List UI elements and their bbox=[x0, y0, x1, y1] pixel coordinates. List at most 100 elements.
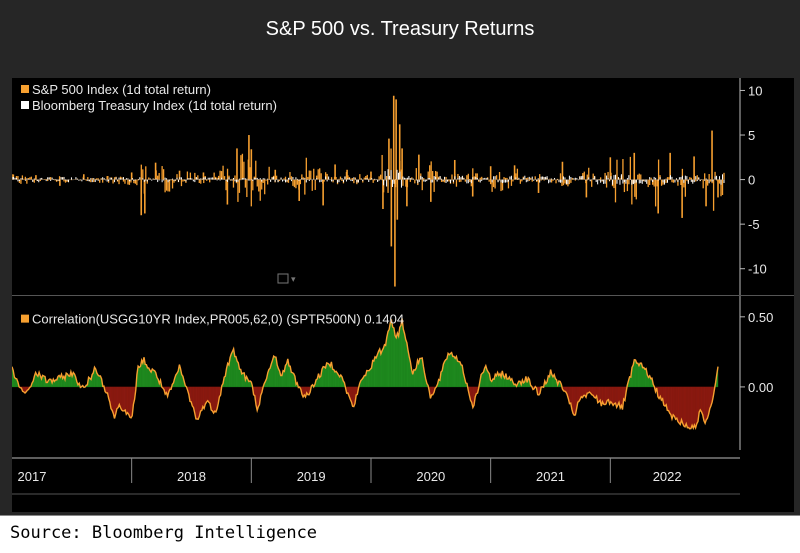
correlation-fill-segment bbox=[704, 386, 707, 424]
bottom-y-tick-label: 0.00 bbox=[748, 380, 773, 395]
correlation-fill-segment bbox=[231, 351, 233, 388]
correlation-fill-segment bbox=[451, 352, 453, 388]
legend-swatch bbox=[21, 85, 29, 93]
correlation-fill-segment bbox=[121, 386, 123, 412]
correlation-fill-segment bbox=[196, 386, 199, 420]
correlation-fill-segment bbox=[239, 369, 241, 388]
correlation-fill-segment bbox=[664, 386, 667, 407]
correlation-fill-segment bbox=[667, 386, 669, 411]
correlation-fill-segment bbox=[459, 361, 462, 388]
correlation-fill-segment bbox=[701, 386, 703, 415]
correlation-fill-segment bbox=[280, 375, 283, 388]
correlation-fill-segment bbox=[677, 386, 680, 424]
correlation-fill-segment bbox=[675, 386, 677, 420]
correlation-fill-segment bbox=[383, 344, 385, 388]
correlation-fill-segment bbox=[324, 366, 326, 388]
correlation-fill-segment bbox=[68, 375, 70, 388]
x-tick-label-2018: 2018 bbox=[177, 469, 206, 484]
correlation-fill-segment bbox=[384, 344, 386, 388]
correlation-fill-segment bbox=[291, 372, 293, 388]
correlation-fill-segment bbox=[387, 329, 390, 388]
correlation-fill-segment bbox=[693, 386, 695, 429]
correlation-fill-segment bbox=[457, 360, 459, 388]
correlation-fill-segment bbox=[370, 367, 372, 388]
correlation-fill-segment bbox=[122, 386, 125, 412]
correlation-fill-segment bbox=[676, 386, 679, 422]
correlation-fill-segment bbox=[420, 357, 423, 388]
correlation-fill-segment bbox=[583, 386, 585, 396]
correlation-fill-segment bbox=[127, 386, 129, 415]
correlation-fill-segment bbox=[405, 339, 408, 388]
correlation-fill-segment bbox=[106, 386, 108, 394]
correlation-fill-segment bbox=[327, 363, 330, 388]
correlation-fill-segment bbox=[444, 359, 446, 388]
chart-title: S&P 500 vs. Treasury Returns bbox=[265, 18, 535, 40]
correlation-fill-segment bbox=[55, 379, 57, 388]
source-note: Source: Bloomberg Intelligence bbox=[0, 515, 800, 553]
correlation-fill-segment bbox=[273, 355, 275, 388]
corr-legend-swatch bbox=[21, 314, 29, 323]
correlation-fill-segment bbox=[123, 386, 126, 412]
correlation-fill-segment bbox=[683, 386, 686, 428]
correlation-fill-segment bbox=[445, 358, 448, 388]
correlation-fill-segment bbox=[612, 386, 615, 406]
correlation-fill-segment bbox=[572, 386, 575, 416]
correlation-fill-segment bbox=[643, 367, 646, 388]
correlation-fill-segment bbox=[227, 362, 230, 388]
corr-legend-label: Correlation(USGG10YR Index,PR005,62,0) (… bbox=[32, 312, 404, 327]
correlation-fill-segment bbox=[681, 386, 683, 424]
x-tick-label-2019: 2019 bbox=[297, 469, 326, 484]
correlation-fill-segment bbox=[323, 366, 325, 388]
correlation-fill-segment bbox=[669, 386, 672, 416]
top-y-tick-label: 0 bbox=[748, 173, 755, 188]
correlation-fill-segment bbox=[116, 386, 119, 410]
correlation-fill-segment bbox=[368, 368, 371, 388]
correlation-fill-segment bbox=[376, 354, 378, 388]
correlation-fill-segment bbox=[99, 375, 101, 388]
top-y-tick-label: -10 bbox=[748, 262, 767, 277]
correlation-fill-segment bbox=[364, 375, 366, 388]
correlation-fill-segment bbox=[706, 386, 708, 421]
chart-panel: 10 5 0 -5 -10 S&P 500 Index (1d total return)… bbox=[12, 78, 794, 512]
legend-label: Bloomberg Treasury Index (1d total retur… bbox=[32, 98, 277, 113]
correlation-fill-segment bbox=[691, 386, 694, 429]
correlation-fill-segment bbox=[374, 356, 377, 388]
correlation-fill-segment bbox=[332, 368, 334, 388]
correlation-fill-segment bbox=[635, 359, 637, 388]
correlation-fill-segment bbox=[404, 333, 406, 388]
correlation-fill-segment bbox=[366, 370, 369, 388]
panel-menu-caret: ▾ bbox=[291, 274, 296, 284]
correlation-fill-segment bbox=[390, 320, 392, 388]
correlation-fill-segment bbox=[288, 365, 291, 388]
correlation-fill-segment bbox=[200, 386, 202, 412]
correlation-fill-segment bbox=[232, 348, 234, 388]
correlation-fill-segment bbox=[352, 386, 354, 407]
correlation-fill-segment bbox=[399, 324, 402, 388]
top-y-tick-label: -5 bbox=[748, 217, 760, 232]
x-tick-label-2017: 2017 bbox=[18, 469, 47, 484]
correlation-fill-segment bbox=[328, 364, 331, 388]
correlation-fill-segment bbox=[569, 386, 571, 404]
correlation-fill-segment bbox=[678, 386, 681, 425]
correlation-fill-segment bbox=[682, 386, 684, 426]
correlation-fill-segment bbox=[610, 386, 613, 404]
correlation-fill-segment bbox=[482, 371, 484, 388]
correlation-fill-segment bbox=[195, 386, 198, 420]
correlation-fill-segment bbox=[449, 353, 451, 388]
correlation-fill-segment bbox=[695, 386, 697, 428]
correlation-fill-segment bbox=[699, 386, 701, 413]
correlation-fill-segment bbox=[400, 318, 403, 388]
top-y-tick-label: 10 bbox=[748, 83, 762, 98]
correlation-fill-segment bbox=[603, 386, 606, 405]
correlation-fill-segment bbox=[396, 333, 398, 388]
correlation-fill-segment bbox=[684, 386, 687, 427]
legend-swatch bbox=[21, 101, 29, 109]
correlation-fill-segment bbox=[394, 335, 397, 388]
x-tick-label-2021: 2021 bbox=[536, 469, 565, 484]
correlation-fill-segment bbox=[378, 348, 380, 388]
correlation-fill-segment bbox=[700, 386, 702, 413]
correlation-fill-segment bbox=[668, 386, 670, 414]
correlation-fill-segment bbox=[604, 386, 607, 405]
correlation-fill-segment bbox=[452, 356, 455, 388]
correlation-fill-segment bbox=[403, 329, 405, 388]
